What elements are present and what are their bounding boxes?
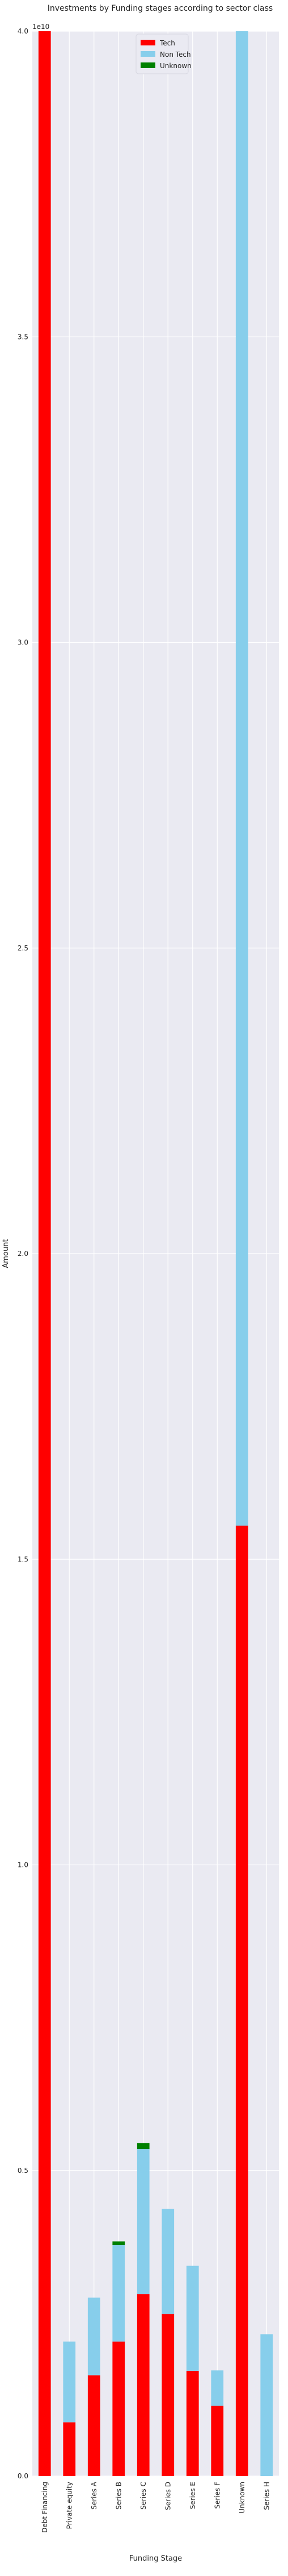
bar-non-tech [112,2245,125,2342]
bar-tech [38,31,51,2476]
y-tick-label: 2.0 [18,1250,28,1258]
y-tick-label: 2.5 [18,944,28,952]
y-axis-label: Amount [2,1239,10,1268]
x-tick-label: Unknown [238,2482,246,2514]
y-tick-label: 3.5 [18,333,28,341]
bar-non-tech [137,2149,150,2294]
x-tick-label: Series C [139,2482,147,2510]
bar-non-tech [260,2334,273,2476]
legend-swatch [141,62,155,68]
x-tick-label: Series F [213,2482,221,2509]
x-tick-labels: Debt Financing Private equity Series A Seri… [41,2481,271,2533]
bar-tech [63,2422,76,2476]
legend-swatch [141,40,155,45]
x-tick-label: Series D [164,2482,172,2510]
bar-non-tech [87,2297,100,2376]
legend-swatch [141,51,155,57]
chart-title: Investments by Funding stages according … [48,4,273,13]
y-tick-label: 3.0 [18,639,28,647]
y-tick-label: 1.0 [18,1861,28,1869]
bar-tech [211,2406,224,2476]
y-tick-labels: 0.0 0.5 1.0 1.5 2.0 2.5 3.0 3.5 4.0 [18,27,28,2480]
bar-tech [186,2370,199,2476]
x-tick-label: Private equity [65,2482,73,2529]
x-tick-label: Debt Financing [41,2482,49,2533]
bar-tech [112,2342,125,2476]
x-tick-label: Series E [189,2482,197,2509]
x-tick-label: Series H [262,2482,270,2510]
x-axis-label: Funding Stage [129,2554,182,2563]
legend-label: Tech [159,39,175,47]
legend-label: Unknown [160,62,192,70]
bar-non-tech [162,2209,175,2314]
bar-tech [162,2314,175,2476]
y-tick-label: 1.5 [18,1555,28,1563]
y-tick-label: 0.0 [18,2472,28,2480]
bar-non-tech [63,2342,76,2423]
y-tick-label: 4.0 [18,27,28,35]
y-tick-label: 0.5 [18,2167,28,2175]
bar-non-tech [211,2370,224,2406]
bar-unknown [137,2143,150,2150]
bar-unknown [112,2241,125,2246]
legend: Tech Non Tech Unknown [135,33,192,74]
bar-non-tech [186,2265,199,2371]
bars [38,31,273,2476]
bar-tech [137,2294,150,2476]
legend-label: Non Tech [160,51,191,58]
x-tick-label: Series B [115,2482,122,2510]
bar-tech [235,1526,248,2476]
x-tick-label: Series A [90,2481,98,2510]
bar-tech [87,2375,100,2476]
y-multiplier-label: 1e10 [32,23,49,31]
bar-non-tech [235,31,248,1526]
